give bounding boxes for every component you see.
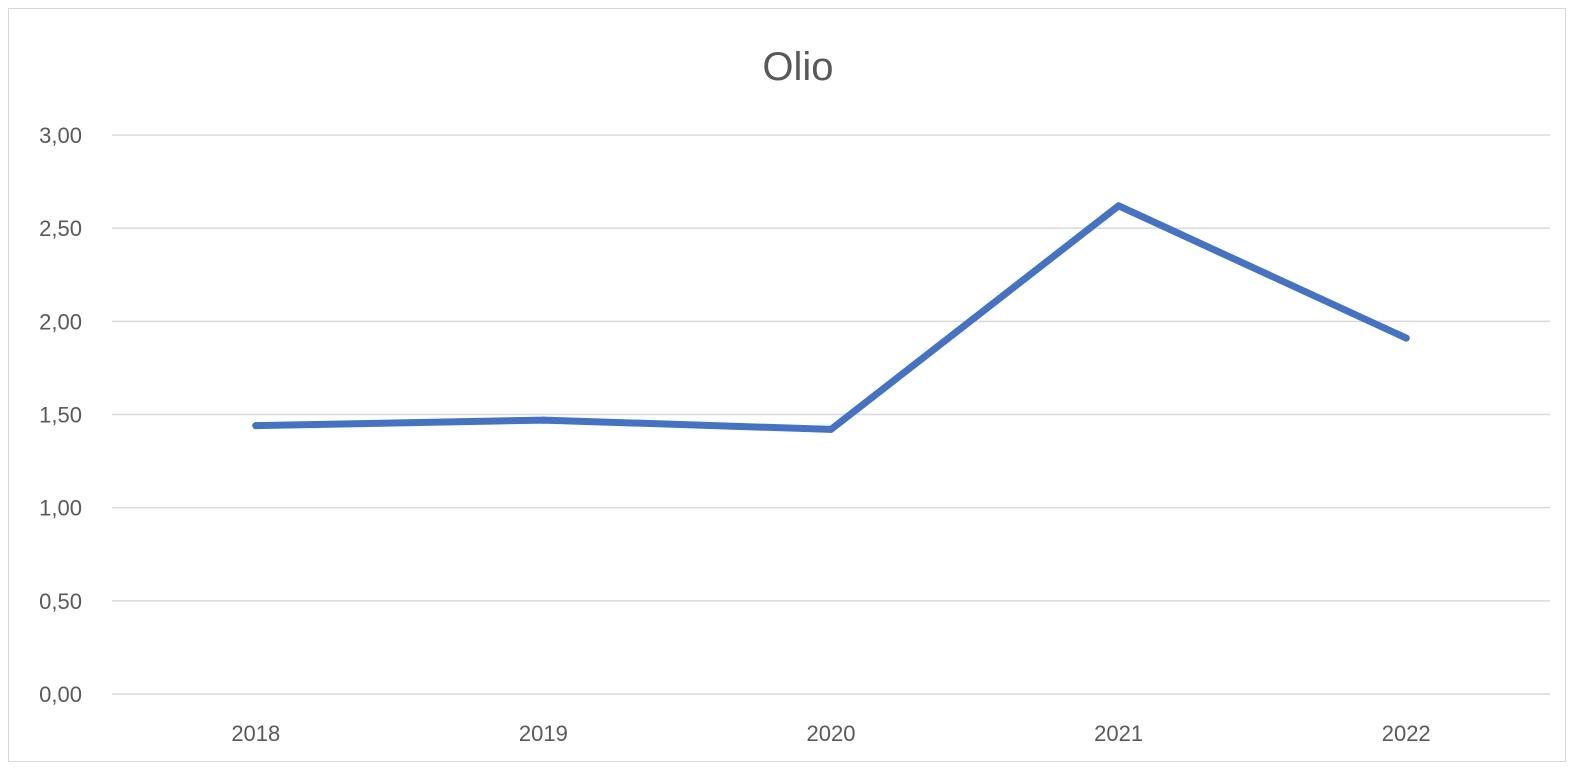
gridlines [112,134,1550,695]
x-tick-label: 2019 [519,721,568,746]
data-point [1402,334,1410,342]
x-tick-label: 2022 [1382,721,1431,746]
x-tick-label: 2018 [231,721,280,746]
x-axis-tick-labels: 2018 2019 2020 2021 2022 [231,721,1430,746]
chart-frame [8,8,1566,762]
y-tick-label: 3,00 [39,123,82,148]
x-tick-label: 2020 [807,721,856,746]
data-point [827,425,835,433]
data-point [1115,202,1123,210]
data-point [252,422,260,430]
series-lines [252,202,1410,433]
y-tick-label: 2,50 [39,216,82,241]
y-tick-label: 1,00 [39,496,82,521]
data-point [539,416,547,424]
chart-title: Olio [762,45,833,89]
y-tick-label: 2,00 [39,309,82,334]
x-tick-label: 2021 [1094,721,1143,746]
series-line [252,202,1410,433]
y-tick-label: 0,50 [39,589,82,614]
y-axis-tick-labels: 0,00 0,50 1,00 1,50 2,00 2,50 3,00 [39,123,82,707]
y-tick-label: 1,50 [39,403,82,428]
y-tick-label: 0,00 [39,682,82,707]
